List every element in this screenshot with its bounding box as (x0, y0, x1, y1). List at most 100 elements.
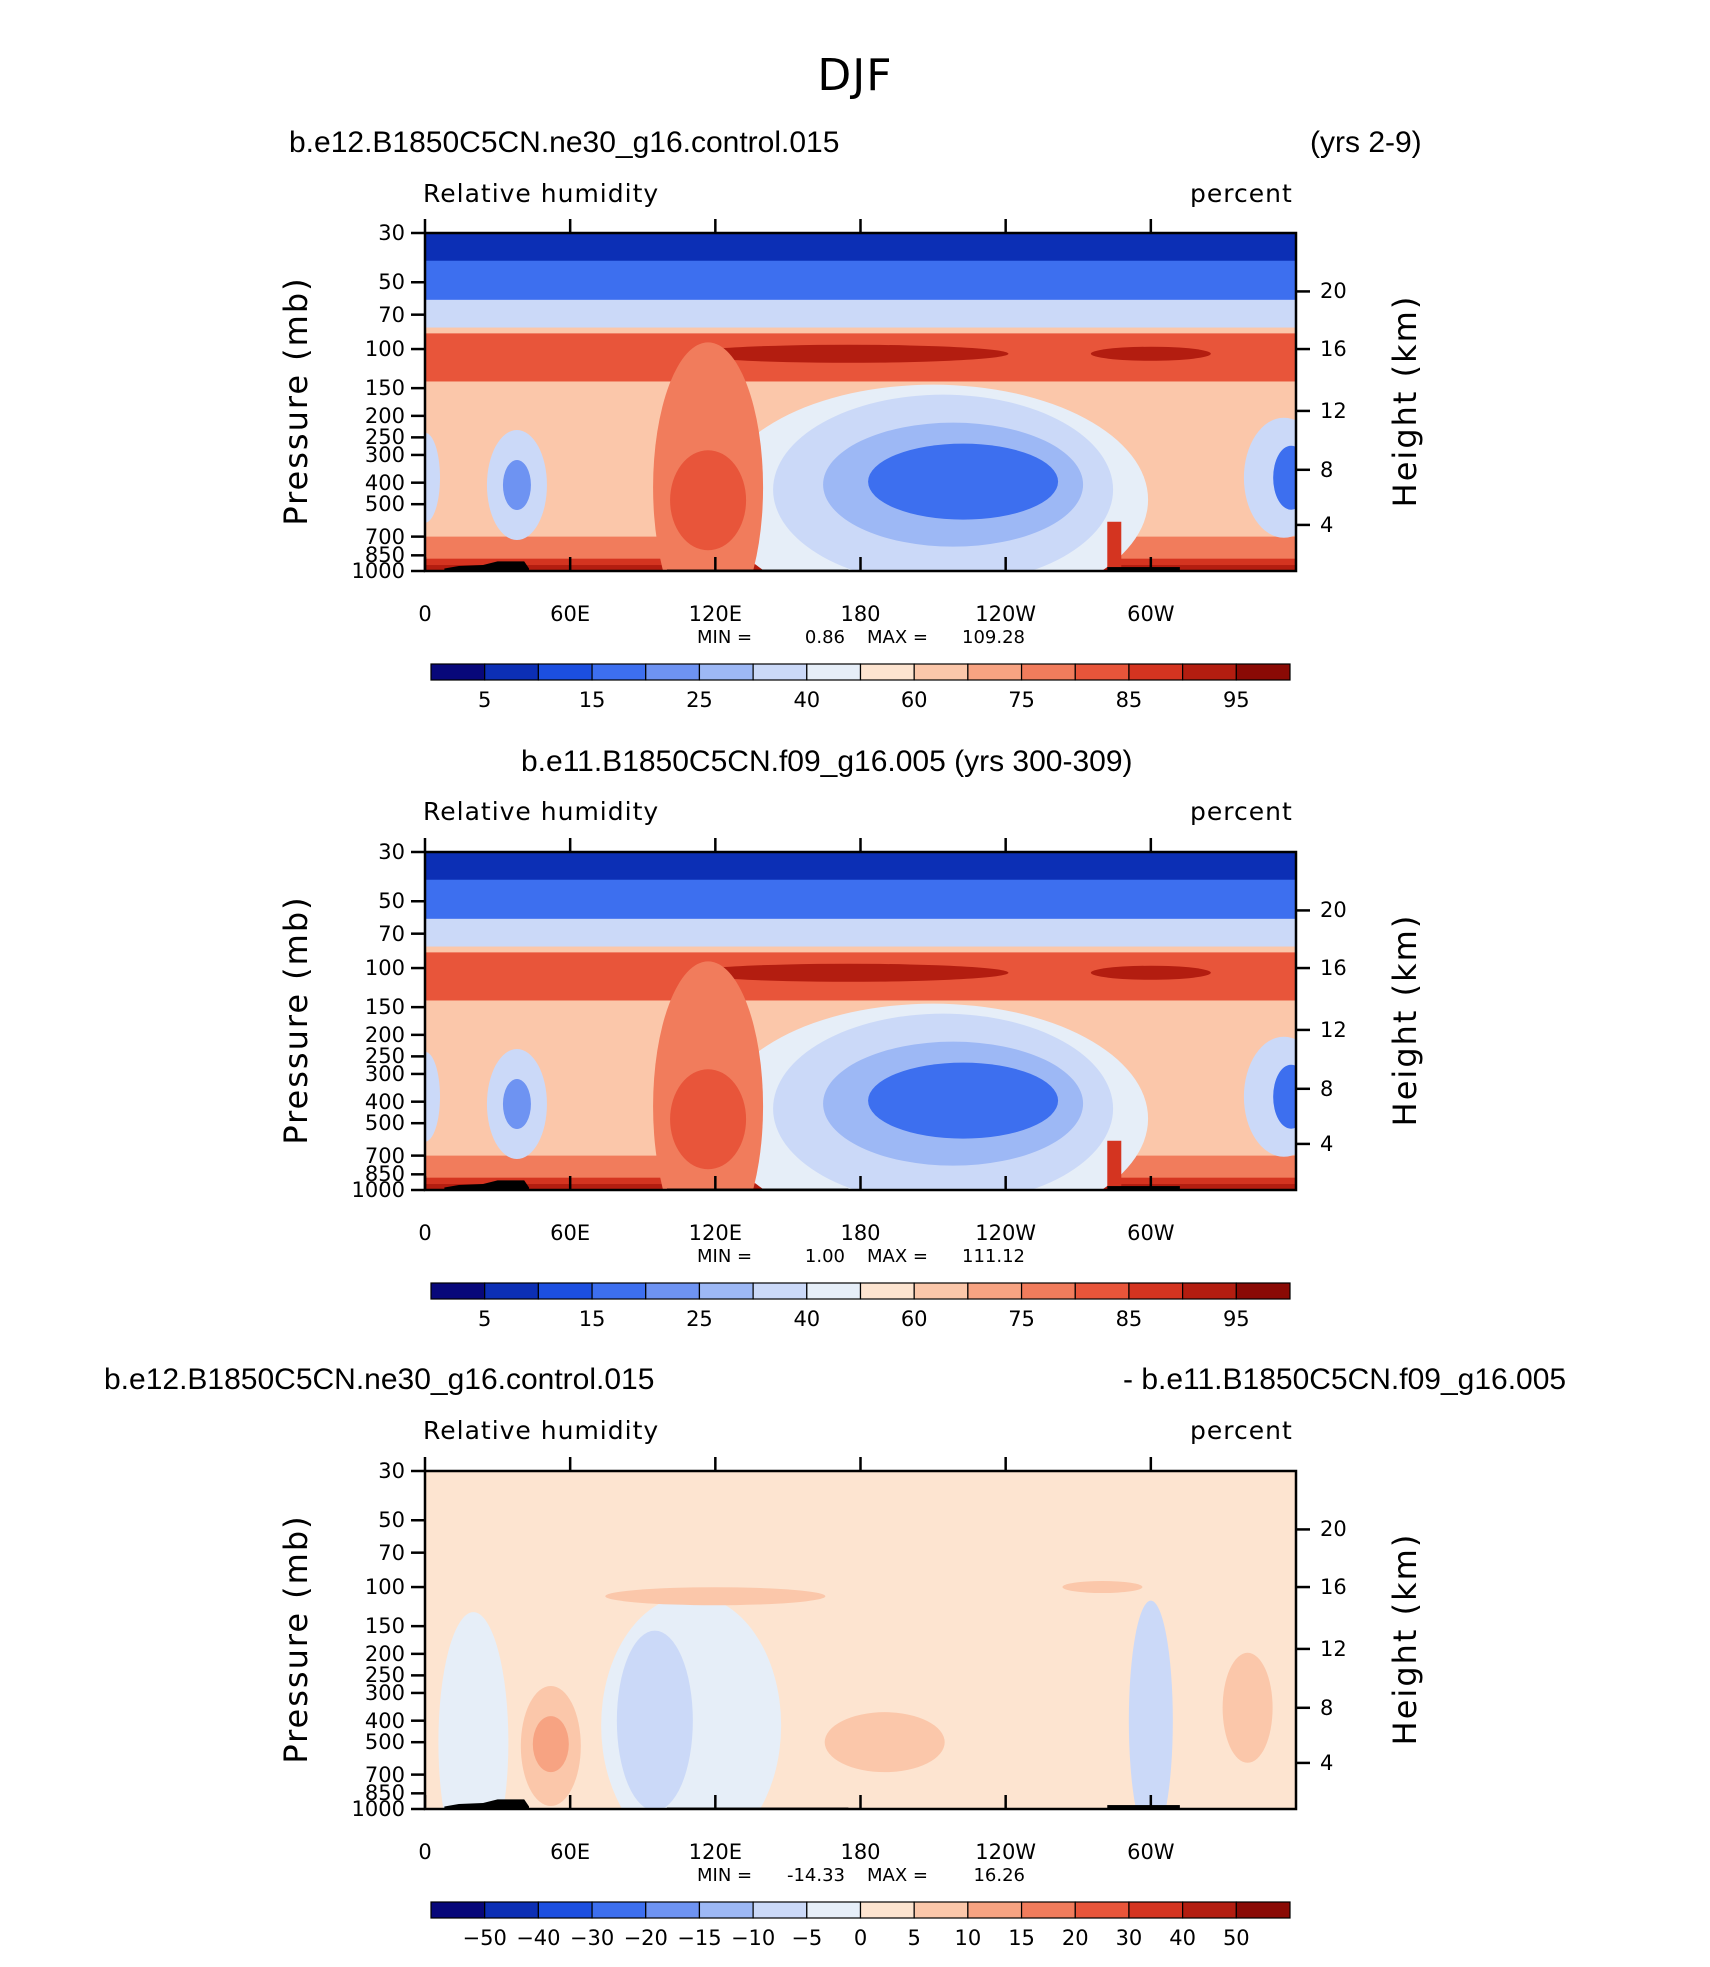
field-tropopause-max (688, 963, 1009, 982)
x-tick-label: 120W (975, 602, 1037, 626)
x-tick-label: 120E (688, 1840, 743, 1864)
colorbar-swatch (913, 1901, 969, 1919)
colorbar-swatch (430, 663, 486, 681)
y2-tick-label: 20 (1320, 1517, 1347, 1542)
colorbar-swatch (537, 1282, 593, 1300)
y-tick-label: 200 (364, 403, 405, 428)
x-tick-label: 0 (418, 1221, 432, 1245)
y-tick-label: 1000 (351, 1797, 405, 1821)
colorbar-label: 30 (1115, 1926, 1143, 1950)
y-tick-label: 100 (364, 1575, 405, 1600)
colorbar-label: 20 (1061, 1926, 1089, 1950)
y2-tick-label: 16 (1320, 956, 1347, 981)
colorbar-swatch (484, 663, 539, 681)
panel-3-units: percent (1190, 1416, 1293, 1445)
x-tick-label: 60E (550, 1840, 591, 1864)
colorbar-label: 75 (1008, 1307, 1035, 1331)
panel-2-colorbar (430, 1282, 1291, 1300)
y-tick-label: 850 (364, 543, 405, 568)
panel-2-field (425, 852, 1296, 1190)
min-label: MIN = (697, 1865, 753, 1886)
y-tick-label: 500 (364, 492, 405, 517)
colorbar-label: 40 (793, 688, 821, 712)
y-tick-label: 250 (364, 1663, 405, 1688)
field-andes-column (1107, 1140, 1122, 1190)
topography-andes (1107, 1186, 1180, 1190)
x-tick-label: 180 (840, 1221, 881, 1245)
min-value: -14.33 (786, 1865, 845, 1886)
field-dry-patch (502, 1079, 531, 1130)
y-tick-label: 300 (364, 1061, 405, 1086)
y-tick-label: 50 (378, 889, 405, 914)
x-tick-label: 180 (840, 1840, 881, 1864)
colorbar-swatch (1235, 663, 1291, 681)
colorbar-label: 15 (578, 688, 606, 712)
y-tick-label: 30 (378, 221, 405, 245)
y-tick-label: 150 (364, 1614, 405, 1639)
field-moist-column (670, 1069, 747, 1170)
field-pos-area (532, 1716, 569, 1773)
colorbar-swatch (859, 1282, 915, 1300)
colorbar-swatch (1182, 1901, 1237, 1919)
field-pos-area (1222, 1652, 1273, 1763)
colorbar-swatch (1235, 1282, 1291, 1300)
colorbar-label: 85 (1115, 1307, 1143, 1331)
y-tick-label: 30 (378, 1459, 405, 1483)
y-tick-label: 850 (364, 1162, 405, 1187)
colorbar-swatch (752, 1282, 808, 1300)
field-pos-area (1062, 1581, 1143, 1594)
y-tick-label: 300 (364, 442, 405, 467)
y-tick-label: 700 (364, 1762, 405, 1787)
colorbar-swatch (430, 1901, 486, 1919)
y-tick-label: 300 (364, 1680, 405, 1705)
colorbar-label: 50 (1222, 1926, 1250, 1950)
panel-1-colorbar (430, 663, 1291, 681)
y-tick-label: 200 (364, 1641, 405, 1666)
figure-title: DJF (817, 50, 893, 101)
panel-1-variable: Relative humidity (423, 179, 660, 208)
max-label: MAX = (867, 1865, 928, 1886)
colorbar-label: 5 (478, 1307, 492, 1331)
max-label: MAX = (867, 627, 928, 648)
panel-3-plot (411, 1457, 1310, 1811)
colorbar-swatch (537, 1901, 593, 1919)
colorbar-swatch (537, 663, 593, 681)
colorbar-label: −15 (677, 1926, 722, 1950)
y2-tick-label: 4 (1320, 1131, 1334, 1156)
y2-tick-label: 16 (1320, 1575, 1347, 1600)
y-tick-label: 700 (364, 524, 405, 549)
x-tick-label: 120W (975, 1221, 1037, 1245)
y-tick-label: 400 (364, 1089, 405, 1114)
min-label: MIN = (697, 1246, 753, 1267)
colorbar-label: 5 (907, 1926, 921, 1950)
colorbar-swatch (1128, 663, 1184, 681)
y-tick-label: 1000 (351, 1178, 405, 1202)
field-dry-patch (1243, 1036, 1296, 1157)
colorbar-swatch (1182, 663, 1237, 681)
colorbar-swatch (859, 663, 915, 681)
max-value: 109.28 (962, 627, 1025, 648)
colorbar-label: 40 (793, 1307, 821, 1331)
colorbar-swatch (484, 1901, 539, 1919)
field-neg-area (438, 1612, 509, 1809)
colorbar-swatch (1074, 1901, 1130, 1919)
colorbar-label: 95 (1222, 1307, 1250, 1331)
y-tick-label: 70 (378, 1540, 405, 1565)
y-tick-label: 50 (378, 270, 405, 295)
y-axis-label: Pressure (mb) (277, 276, 315, 526)
field-dry-patch (1243, 417, 1296, 538)
y2-tick-label: 8 (1320, 1076, 1334, 1101)
colorbar-swatch (698, 1282, 754, 1300)
y2-tick-label: 12 (1320, 398, 1347, 423)
field-dry-patch (425, 1051, 440, 1142)
colorbar-label: −5 (791, 1926, 823, 1950)
colorbar-swatch (1128, 1282, 1184, 1300)
x-tick-label: 120E (688, 602, 743, 626)
field-moist-column (670, 450, 747, 551)
field-tropopause-max (1090, 965, 1211, 980)
field-andes-column (1107, 521, 1122, 571)
y-tick-label: 150 (364, 995, 405, 1020)
colorbar-label: −10 (730, 1926, 776, 1950)
y-axis-label: Pressure (mb) (277, 1514, 315, 1764)
